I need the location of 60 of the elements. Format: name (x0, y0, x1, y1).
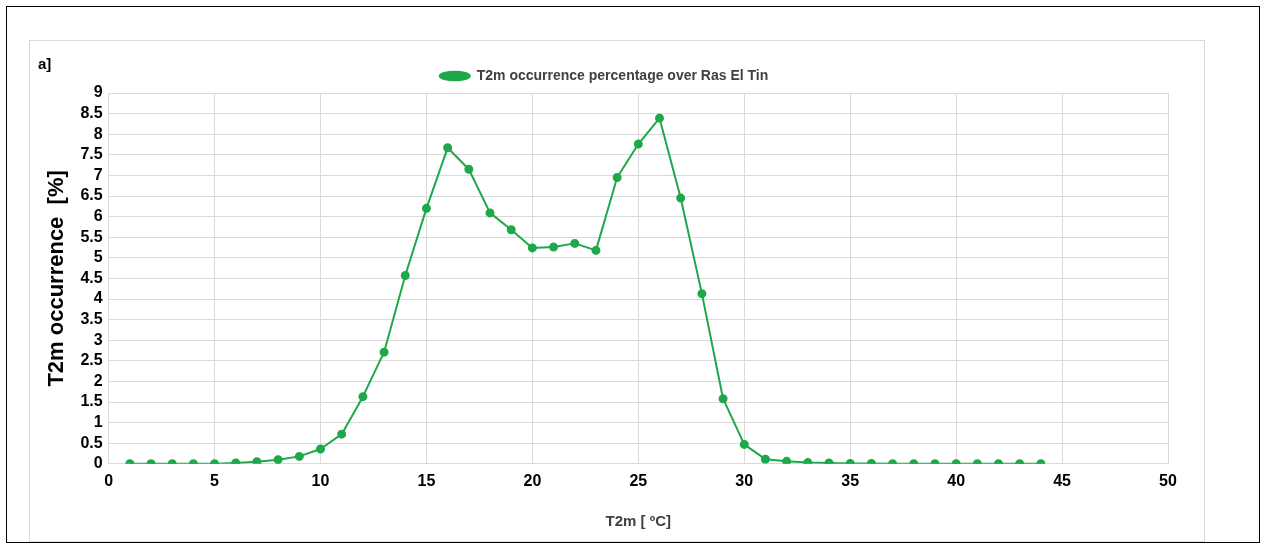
y-tick-label: 2.5 (80, 351, 103, 369)
point (527, 243, 537, 253)
point (612, 172, 622, 182)
x-tick-label: 40 (947, 471, 966, 489)
point (633, 139, 643, 149)
y-tick-label: 6.5 (80, 186, 103, 204)
y-tick-label: 7 (93, 165, 103, 183)
y-tick-label: 3.5 (80, 310, 103, 328)
legend-label: T2m occurrence percentage over Ras El Tin (476, 66, 769, 83)
y-tick-label: 5.5 (80, 227, 103, 245)
point (782, 456, 792, 464)
x-axis-title: T2m [ ºC] (605, 512, 672, 530)
point (591, 245, 601, 255)
point (485, 208, 495, 218)
y-tick-label: 5 (93, 248, 103, 266)
point (570, 238, 580, 248)
y-tick-label: 4 (93, 289, 103, 307)
y-tick-label: 1 (93, 413, 103, 431)
point (443, 143, 453, 153)
y-tick-label: 6 (93, 207, 103, 225)
point (316, 444, 326, 454)
y-tick-label: 8.5 (80, 104, 103, 122)
point (421, 203, 431, 213)
y-tick-label: 0.5 (80, 433, 103, 451)
y-tick-label: 4.5 (80, 268, 103, 286)
point (676, 193, 686, 203)
y-tick-label: 3 (93, 330, 103, 348)
y-tick-label: 1.5 (80, 392, 103, 410)
point (400, 271, 410, 281)
point (337, 429, 347, 439)
point (760, 454, 770, 464)
point (273, 455, 283, 464)
x-tick-label: 45 (1053, 471, 1072, 489)
text: a] (38, 54, 52, 72)
y-tick-label: 0 (93, 454, 103, 472)
point (655, 113, 665, 123)
y-axis-title: T2m occurrence [%] (43, 170, 69, 387)
y-tick-label: 7.5 (80, 145, 103, 163)
point (697, 289, 707, 299)
y-tick-label: 8 (93, 124, 103, 142)
x-tick-label: 0 (104, 471, 114, 489)
x-tick-label: 30 (735, 471, 754, 489)
x-tick-label: 35 (841, 471, 860, 489)
point (718, 394, 728, 404)
point (739, 439, 749, 449)
point (379, 347, 389, 357)
x-tick-label: 25 (629, 471, 648, 489)
point (506, 225, 516, 235)
x-tick-label: 20 (523, 471, 542, 489)
x-tick-label: 50 (1159, 471, 1177, 489)
y-tick-label: 9 (93, 83, 103, 101)
point (549, 242, 559, 252)
point (358, 392, 368, 402)
x-tick-label: 15 (417, 471, 436, 489)
x-tick-label: 10 (311, 471, 330, 489)
point (252, 457, 262, 464)
x-tick-label: 5 (210, 471, 220, 489)
point (294, 451, 304, 461)
point (464, 164, 474, 174)
y-tick-label: 2 (93, 371, 103, 389)
